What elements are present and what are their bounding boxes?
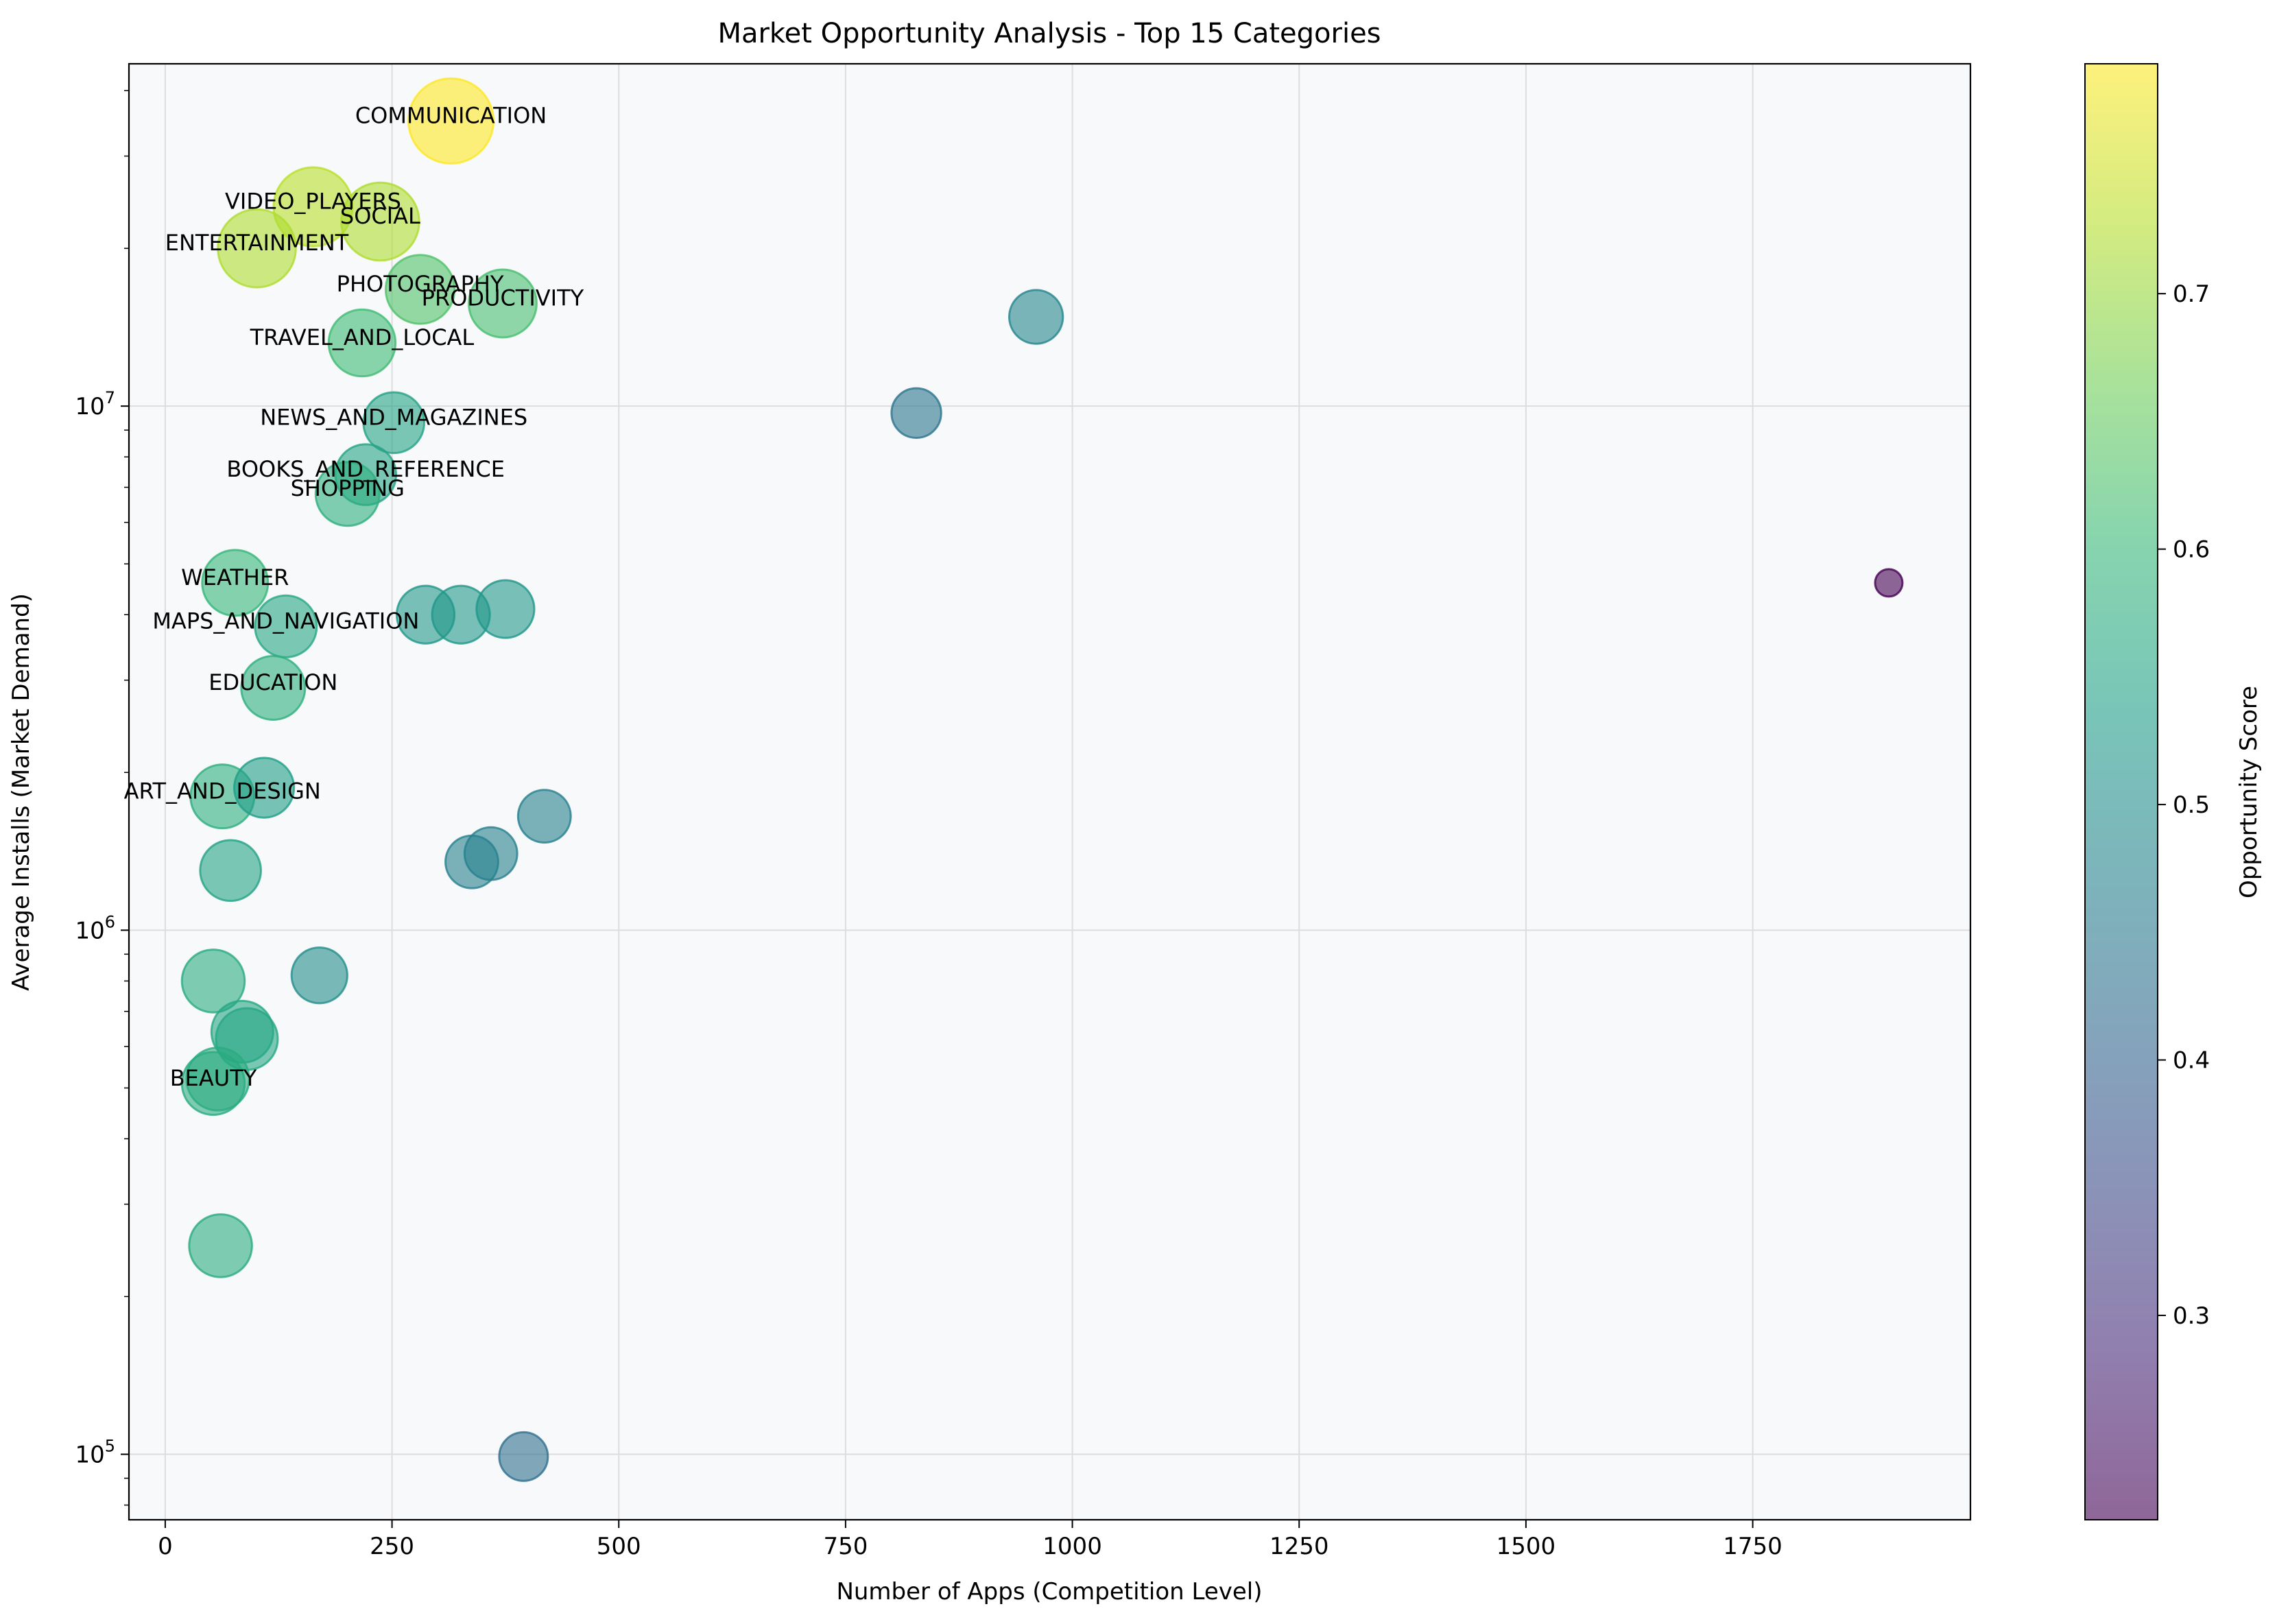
scatter-point <box>199 839 262 903</box>
scatter-point <box>314 461 381 527</box>
point-label: WEATHER <box>181 564 289 590</box>
point-label: EDUCATION <box>208 669 337 695</box>
scatter-point <box>516 789 572 844</box>
y-tick-label: 105 <box>75 1437 115 1469</box>
scatter-point <box>890 387 942 439</box>
scatter-point <box>362 391 426 455</box>
x-tick-label: 0 <box>158 1533 173 1560</box>
grid-lines <box>129 64 1970 1520</box>
point-label: ART_AND_DESIGN <box>124 778 321 804</box>
y-axis-label: Average Installs (Market Demand) <box>8 593 35 991</box>
point-label: TRAVEL_AND_LOCAL <box>250 324 475 350</box>
colorbar-tick-label: 0.3 <box>2173 1302 2210 1330</box>
y-tick-label: 106 <box>75 912 115 944</box>
colorbar-label: Opportunity Score <box>2235 686 2263 898</box>
scatter-point <box>498 1431 549 1482</box>
scatter-point <box>240 654 307 721</box>
point-label: BEAUTY <box>170 1065 257 1091</box>
x-tick-label: 500 <box>597 1533 641 1560</box>
x-axis: 0 250 500 750 1000 1250 1500 1750 <box>158 1520 1783 1560</box>
scatter-point <box>290 946 348 1005</box>
point-label: SOCIAL <box>340 203 420 229</box>
colorbar-frame <box>2084 63 2158 1520</box>
x-axis-label: Number of Apps (Competition Level) <box>836 1578 1262 1605</box>
colorbar-ticks: 0.3 0.4 0.5 0.6 0.7 <box>2158 280 2210 1330</box>
scatter-point <box>384 254 456 325</box>
scatter-point <box>1008 289 1064 345</box>
colorbar-gradient <box>2085 64 2158 1520</box>
colorbar-tick-label: 0.7 <box>2173 280 2210 308</box>
x-tick-label: 1750 <box>1723 1533 1783 1560</box>
scatter-point <box>407 77 495 165</box>
chart-title: Market Opportunity Analysis - Top 15 Cat… <box>717 18 1381 49</box>
point-label: PRODUCTIVITY <box>422 285 584 311</box>
scatter-point <box>201 549 270 617</box>
x-tick-label: 1500 <box>1497 1533 1556 1560</box>
point-label: MAPS_AND_NAVIGATION <box>152 608 419 634</box>
point-label: SHOPPING <box>291 475 405 501</box>
x-tick-label: 1000 <box>1042 1533 1102 1560</box>
point-label: BOOKS_AND_REFERENCE <box>226 456 505 482</box>
colorbar-tick-label: 0.5 <box>2173 791 2210 819</box>
point-label: VIDEO_PLAYERS <box>225 189 401 215</box>
scatter-point <box>340 181 420 262</box>
scatter-point <box>1874 568 1904 598</box>
y-axis: 105 106 107 <box>75 90 129 1506</box>
scatter-point <box>180 948 246 1014</box>
scatter-point <box>185 1047 250 1112</box>
colorbar-tick-label: 0.6 <box>2173 536 2210 564</box>
scatter-point <box>467 268 538 339</box>
colorbar: 0.3 0.4 0.5 0.6 0.7 Opportunity Score <box>2084 63 2263 1520</box>
plot-frame <box>128 62 1972 1521</box>
scatter-point <box>444 834 499 889</box>
scatter-point <box>254 594 318 658</box>
colorbar-tick-label: 0.4 <box>2173 1047 2210 1075</box>
point-label: COMMUNICATION <box>355 102 547 128</box>
point-annotations: COMMUNICATION VIDEO_PLAYERSSOCIALENTERTAI… <box>124 102 584 1090</box>
x-tick-label: 750 <box>823 1533 868 1560</box>
scatter-point <box>217 208 297 289</box>
scatter-point <box>327 308 397 378</box>
scatter-point <box>188 1213 253 1278</box>
point-label: ENTERTAINMENT <box>165 230 349 256</box>
y-tick-label: 107 <box>75 388 115 420</box>
x-tick-label: 250 <box>370 1533 414 1560</box>
x-tick-label: 1250 <box>1269 1533 1329 1560</box>
scatter-point <box>475 579 536 639</box>
scatter-point <box>233 756 296 819</box>
point-label: NEWS_AND_MAGAZINES <box>260 404 527 430</box>
scatter-points <box>180 77 1904 1482</box>
point-label: PHOTOGRAPHY <box>337 271 504 297</box>
